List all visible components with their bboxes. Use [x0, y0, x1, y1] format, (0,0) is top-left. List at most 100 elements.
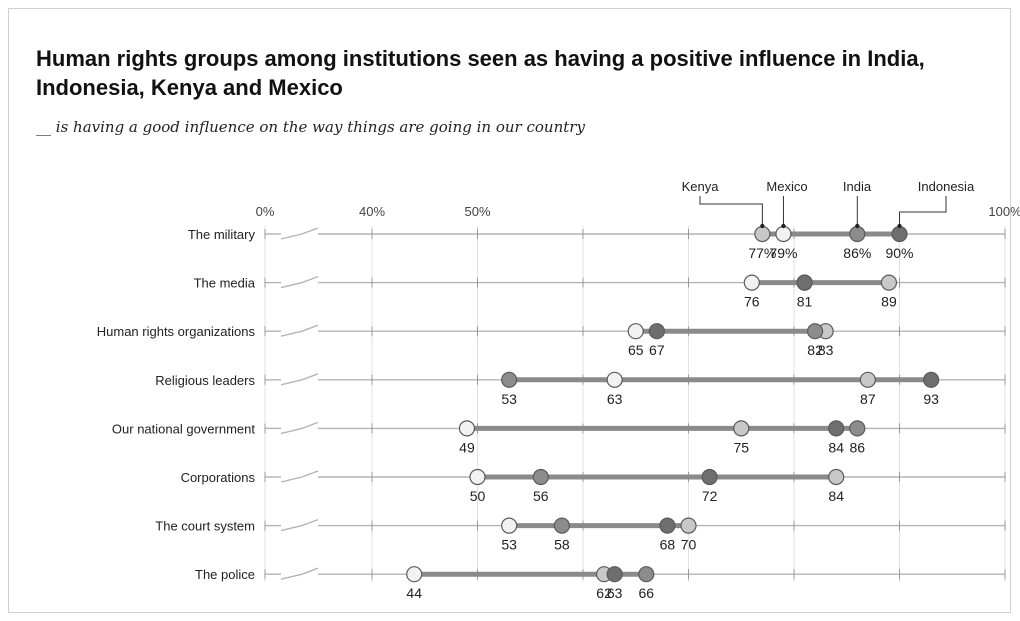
row-corporations: Corporations 50 56 72 84 [181, 468, 1006, 504]
dot-indonesia [659, 517, 676, 534]
value-label: 84 [828, 488, 844, 504]
x-tick-label-0: 0% [256, 204, 275, 219]
category-label: The media [194, 276, 256, 291]
value-label: 63 [607, 391, 623, 407]
row-our-national-government: Our national government 49 75 84 86 [112, 420, 1006, 455]
dot-india [501, 371, 518, 388]
chart-title: Human rights groups among institutions s… [36, 46, 925, 100]
dot-india [532, 468, 549, 486]
value-label: 86% [843, 245, 871, 261]
legend-leader-dot-kenya [760, 223, 765, 229]
legend-leader-indonesia [899, 196, 947, 226]
value-label: 77% [748, 245, 776, 261]
value-label: 90% [885, 245, 913, 261]
dot-mexico [606, 371, 623, 388]
row-the-court-system: The court system 53 58 68 70 [155, 517, 1006, 553]
value-label: 50 [470, 488, 486, 504]
value-label: 75 [733, 439, 749, 455]
axis-break-icon [280, 567, 319, 580]
category-label: Our national government [112, 421, 255, 436]
category-label: Religious leaders [155, 373, 255, 388]
dot-india [553, 517, 571, 534]
dot-india [806, 323, 824, 340]
x-tick-label-40: 40% [359, 204, 385, 219]
dot-india [849, 420, 866, 437]
legend-leader-dot-india [855, 223, 860, 229]
category-label: The court system [155, 519, 255, 534]
value-label: 81 [797, 294, 813, 310]
chart-subtitle: __ is having a good influence on the way… [36, 118, 585, 136]
dot-kenya [859, 371, 876, 388]
legend-label-indonesia: Indonesia [918, 179, 975, 194]
dot-kenya [754, 225, 771, 243]
axis-break-icon [280, 324, 319, 337]
value-label: 68 [660, 537, 676, 553]
x-tick-label-50: 50% [464, 204, 490, 219]
axis-break-icon [280, 421, 319, 435]
value-label: 93 [923, 391, 939, 407]
dot-kenya [733, 420, 750, 437]
value-label: 82 [807, 342, 823, 358]
value-label: 79% [769, 245, 797, 261]
dot-india [849, 225, 866, 243]
value-label: 76 [744, 294, 760, 310]
legend-leader-dot-mexico [781, 223, 786, 229]
axis-break-icon [280, 518, 319, 532]
value-label: 53 [501, 537, 517, 553]
value-label: 53 [501, 391, 517, 407]
dot-indonesia [923, 371, 940, 388]
category-label: Corporations [181, 470, 256, 485]
value-label: 44 [406, 585, 422, 601]
dot-mexico [406, 566, 423, 583]
value-label: 83 [818, 342, 834, 358]
legend-leader-dot-indonesia [897, 223, 902, 229]
dot-indonesia [648, 323, 665, 340]
x-tick-label-100: 100% [988, 204, 1020, 219]
category-label: Human rights organizations [97, 324, 256, 339]
dot-indonesia [891, 225, 908, 243]
value-label: 65 [628, 342, 644, 358]
axis-break-icon [280, 275, 319, 289]
axis-break-icon [280, 470, 319, 483]
axis-break-icon [280, 373, 319, 386]
value-label: 58 [554, 537, 570, 553]
dot-india [638, 566, 655, 583]
category-label: The police [195, 567, 255, 582]
value-label: 72 [702, 488, 718, 504]
legend-callouts: Kenya Mexico India Indonesia [682, 179, 975, 229]
value-label: 89 [881, 294, 897, 310]
row-the-media: The media 76 81 89 [194, 274, 1006, 310]
dot-mexico [469, 468, 486, 486]
dot-indonesia [701, 468, 718, 486]
dot-kenya [828, 468, 845, 486]
value-label: 67 [649, 342, 665, 358]
dot-indonesia [828, 420, 845, 437]
axis-break-icon [280, 227, 319, 240]
value-label: 70 [681, 537, 697, 553]
value-label: 56 [533, 488, 549, 504]
value-label: 62 [596, 585, 612, 601]
value-label: 87 [860, 391, 876, 407]
chart-frame [8, 8, 1011, 613]
legend-leader-kenya [699, 196, 763, 226]
dot-kenya [680, 517, 697, 534]
legend-label-india: India [843, 179, 872, 194]
dot-indonesia [606, 566, 623, 583]
value-label: 49 [459, 439, 475, 455]
dot-mexico [743, 274, 760, 291]
dot-mexico [501, 517, 518, 534]
dot-mexico [458, 420, 476, 437]
dot-indonesia [796, 274, 813, 291]
dot-kenya [880, 274, 898, 291]
row-religious-leaders: Religious leaders 53 63 87 93 [155, 371, 1006, 407]
value-label: 63 [607, 585, 623, 601]
dot-mexico [627, 323, 644, 340]
legend-label-kenya: Kenya [682, 179, 720, 194]
value-label: 86 [850, 439, 866, 455]
value-label: 66 [639, 585, 655, 601]
legend-label-mexico: Mexico [766, 179, 807, 194]
dot-mexico [775, 225, 792, 243]
